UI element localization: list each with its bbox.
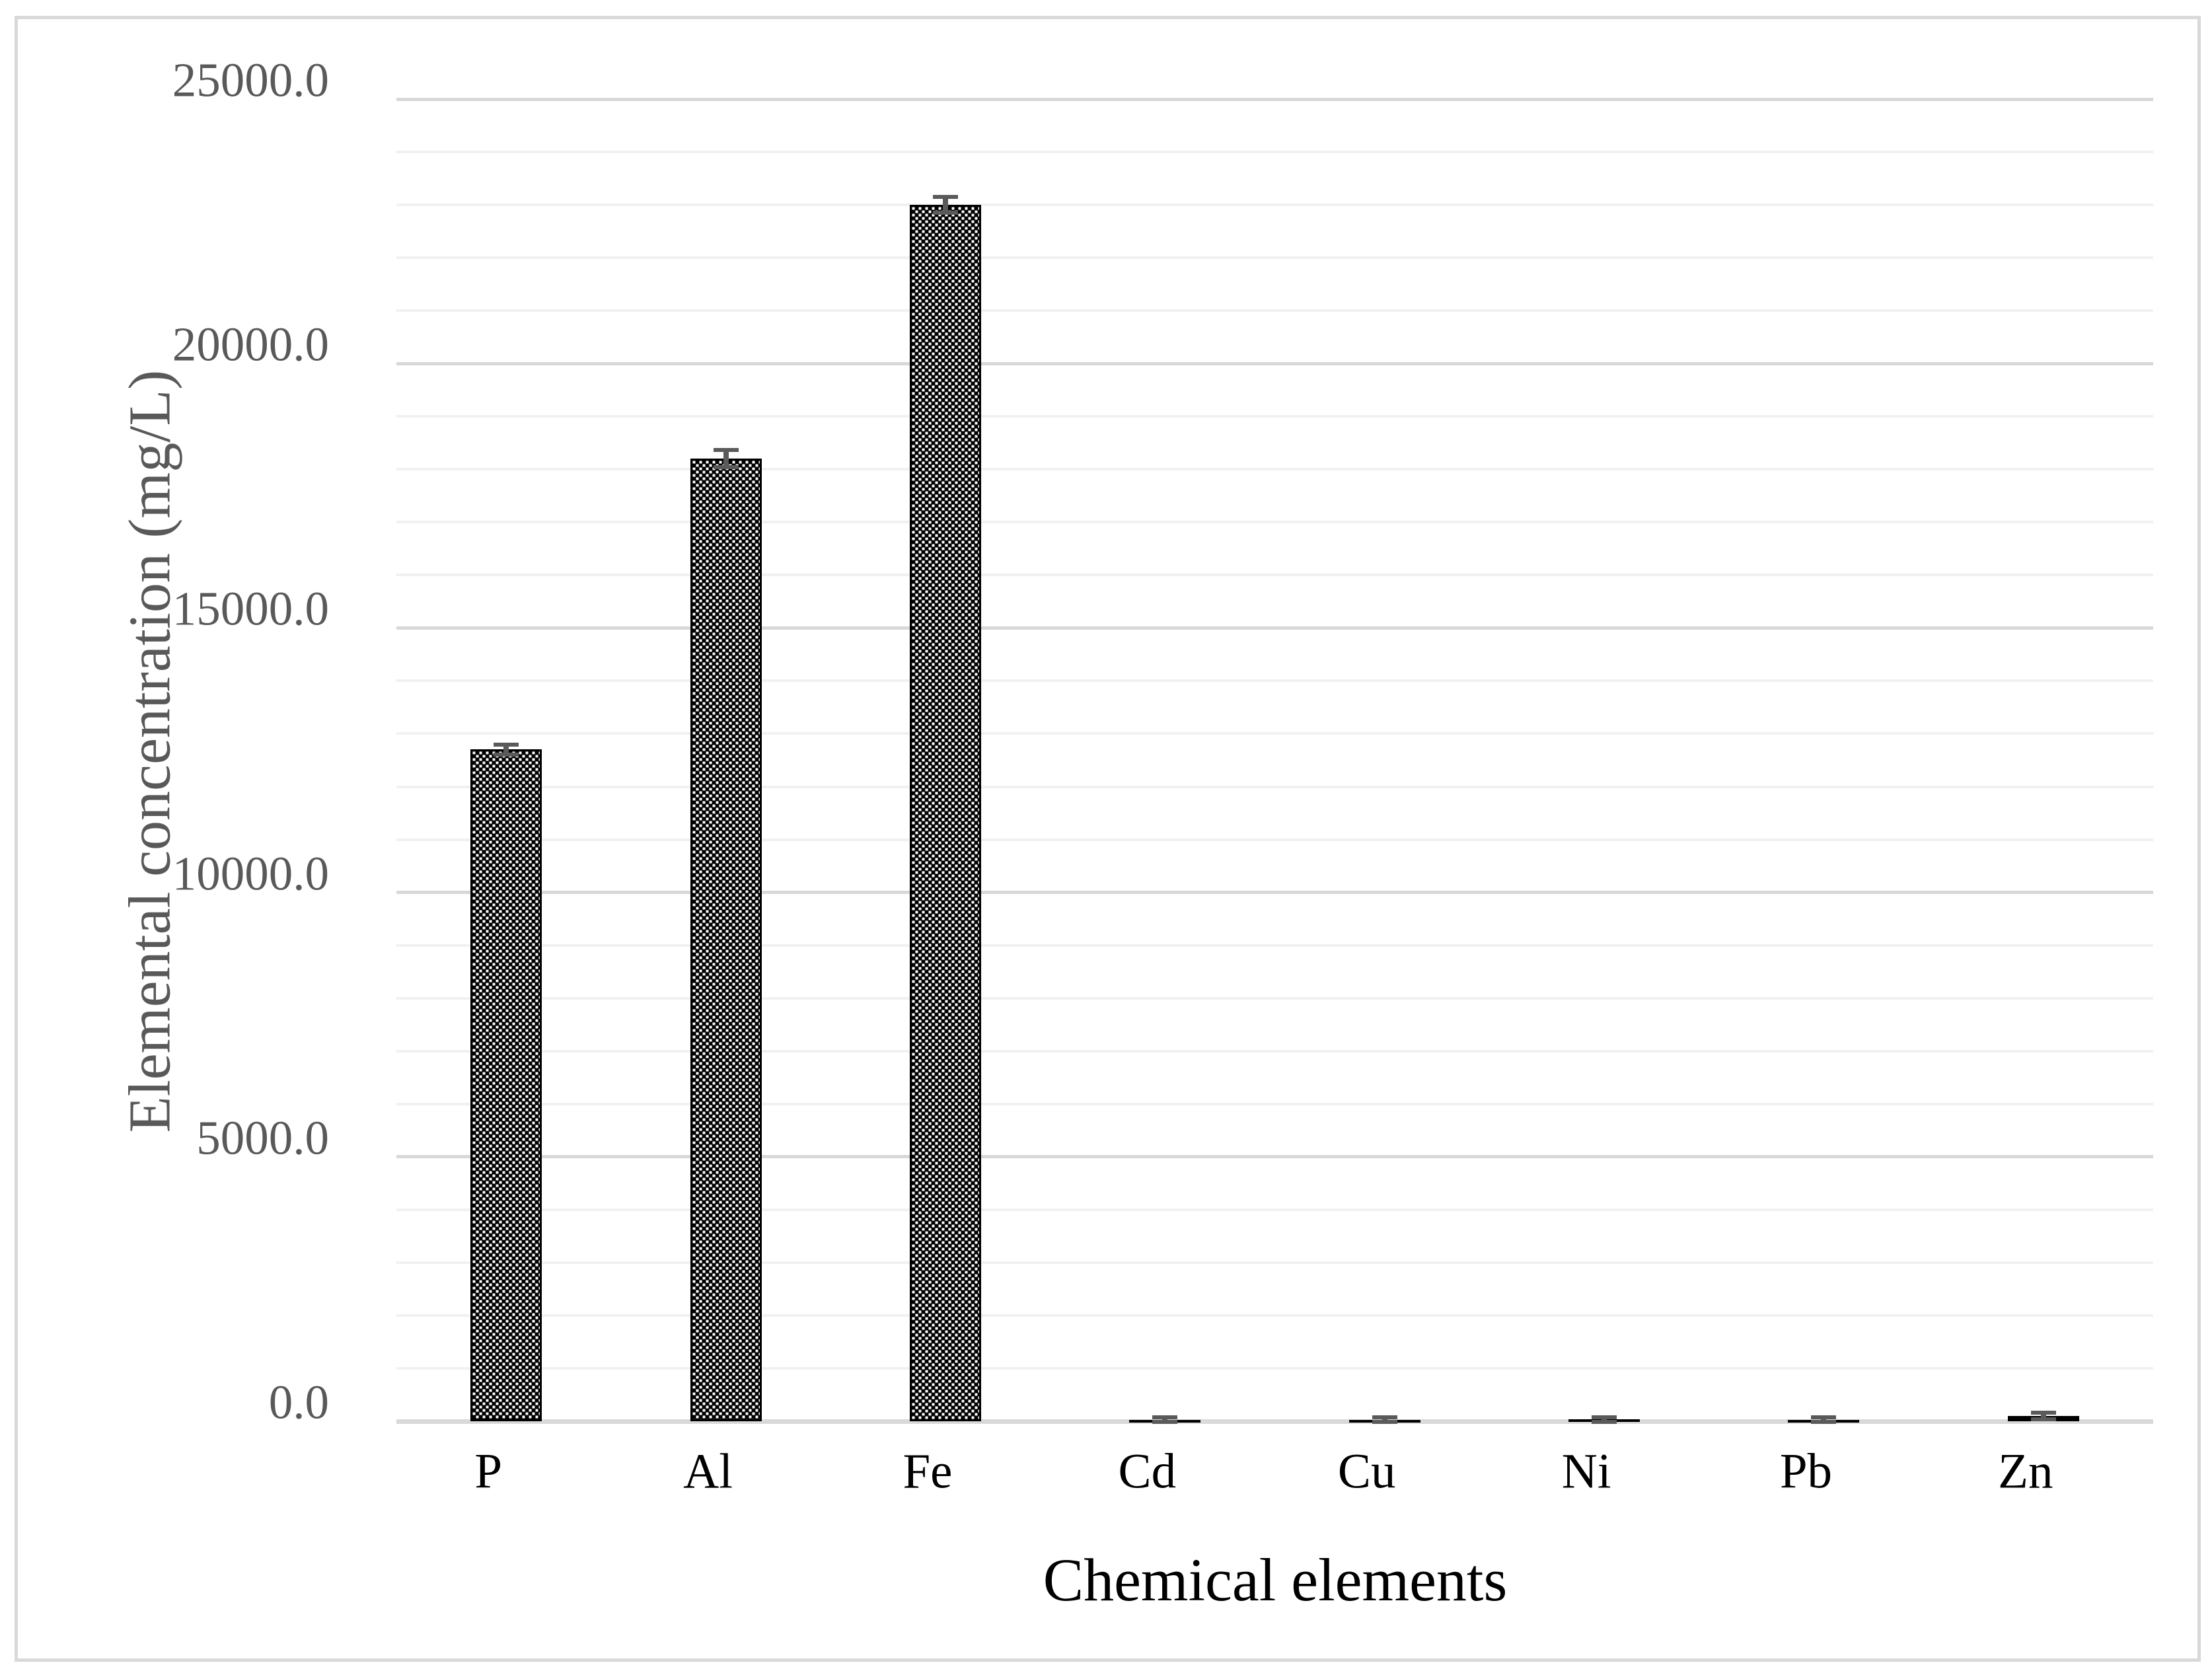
- x-category-label-Al: Al: [683, 1444, 733, 1499]
- error-bar-stem-Al: [723, 450, 729, 468]
- error-bar-stem-Cu: [1382, 1417, 1387, 1422]
- minor-gridline: [396, 468, 2153, 471]
- bar-P: [470, 749, 542, 1421]
- x-category-label-Cd: Cd: [1118, 1444, 1177, 1499]
- x-category-label-Cu: Cu: [1337, 1444, 1396, 1499]
- minor-gridline: [396, 1102, 2153, 1105]
- y-axis-title: Elemental concentration (mg/L): [117, 369, 183, 1133]
- minor-gridline: [396, 415, 2153, 418]
- minor-gridline: [396, 785, 2153, 788]
- error-bar-stem-Fe: [942, 197, 948, 213]
- minor-gridline: [396, 1261, 2153, 1264]
- y-tick-label: 20000.0: [172, 317, 329, 371]
- minor-gridline: [396, 1366, 2153, 1370]
- error-bar-stem-Pb: [1821, 1417, 1827, 1422]
- x-category-label-Pb: Pb: [1779, 1444, 1833, 1499]
- minor-gridline: [396, 204, 2153, 207]
- x-category-label-Zn: Zn: [1998, 1444, 2053, 1499]
- error-bar-cap-bottom-Zn: [2030, 1417, 2056, 1421]
- minor-gridline: [396, 732, 2153, 735]
- bar-pattern-fill: [911, 207, 979, 1419]
- error-bar-stem-Cd: [1162, 1417, 1168, 1422]
- y-tick-label: 0.0: [268, 1375, 329, 1429]
- error-bar-stem-P: [503, 745, 509, 755]
- bar-Fe: [909, 205, 981, 1421]
- plot-area: [396, 97, 2153, 1424]
- error-bar-stem-Zn: [2040, 1413, 2046, 1419]
- error-bar-stem-Ni: [1602, 1417, 1607, 1422]
- error-bar-cap-top-Fe: [932, 195, 958, 200]
- minor-gridline: [396, 838, 2153, 841]
- error-bar-cap-bottom-Cd: [1152, 1419, 1178, 1424]
- minor-gridline: [396, 679, 2153, 683]
- minor-gridline: [396, 151, 2153, 154]
- error-bar-cap-bottom-Cu: [1372, 1419, 1397, 1424]
- y-tick-label: 5000.0: [196, 1111, 329, 1165]
- minor-gridline: [396, 1049, 2153, 1053]
- x-axis-line: [396, 1419, 2153, 1424]
- major-gridline: [396, 97, 2153, 101]
- error-bar-cap-top-P: [494, 743, 519, 747]
- major-gridline: [396, 361, 2153, 365]
- major-gridline: [396, 1155, 2153, 1159]
- y-tick-label: 10000.0: [172, 846, 329, 901]
- minor-gridline: [396, 521, 2153, 524]
- x-category-label-Fe: Fe: [903, 1444, 953, 1499]
- minor-gridline: [396, 256, 2153, 260]
- y-tick-label: 25000.0: [172, 53, 329, 107]
- error-bar-cap-bottom-Ni: [1592, 1419, 1617, 1424]
- x-axis-title: Chemical elements: [1043, 1546, 1508, 1614]
- error-bar-cap-bottom-Pb: [1811, 1419, 1837, 1424]
- error-bar-cap-top-Zn: [2030, 1411, 2056, 1415]
- error-bar-cap-bottom-Fe: [932, 211, 958, 215]
- minor-gridline: [396, 309, 2153, 313]
- error-bar-cap-top-Al: [713, 448, 739, 453]
- error-bar-cap-bottom-P: [494, 752, 519, 757]
- x-category-label-P: P: [474, 1444, 503, 1499]
- chart-border-frame: Elemental concentration (mg/L) Chemical …: [15, 16, 2201, 1662]
- error-bar-cap-top-Cu: [1372, 1415, 1397, 1420]
- minor-gridline: [396, 1208, 2153, 1211]
- error-bar-cap-top-Cd: [1152, 1415, 1178, 1420]
- error-bar-cap-bottom-Al: [713, 465, 739, 470]
- bar-pattern-fill: [692, 461, 760, 1419]
- minor-gridline: [396, 944, 2153, 947]
- error-bar-cap-top-Ni: [1592, 1415, 1617, 1419]
- x-category-label-Ni: Ni: [1561, 1444, 1611, 1499]
- major-gridline: [396, 891, 2153, 895]
- bar-Al: [690, 459, 762, 1421]
- error-bar-cap-top-Pb: [1811, 1415, 1837, 1420]
- minor-gridline: [396, 996, 2153, 1000]
- bar-pattern-fill: [472, 751, 540, 1419]
- minor-gridline: [396, 574, 2153, 577]
- y-tick-label: 15000.0: [172, 581, 329, 636]
- major-gridline: [396, 626, 2153, 630]
- minor-gridline: [396, 1314, 2153, 1317]
